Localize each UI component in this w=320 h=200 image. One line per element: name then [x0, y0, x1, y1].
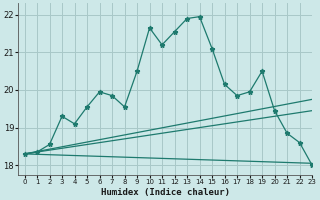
X-axis label: Humidex (Indice chaleur): Humidex (Indice chaleur) — [101, 188, 230, 197]
